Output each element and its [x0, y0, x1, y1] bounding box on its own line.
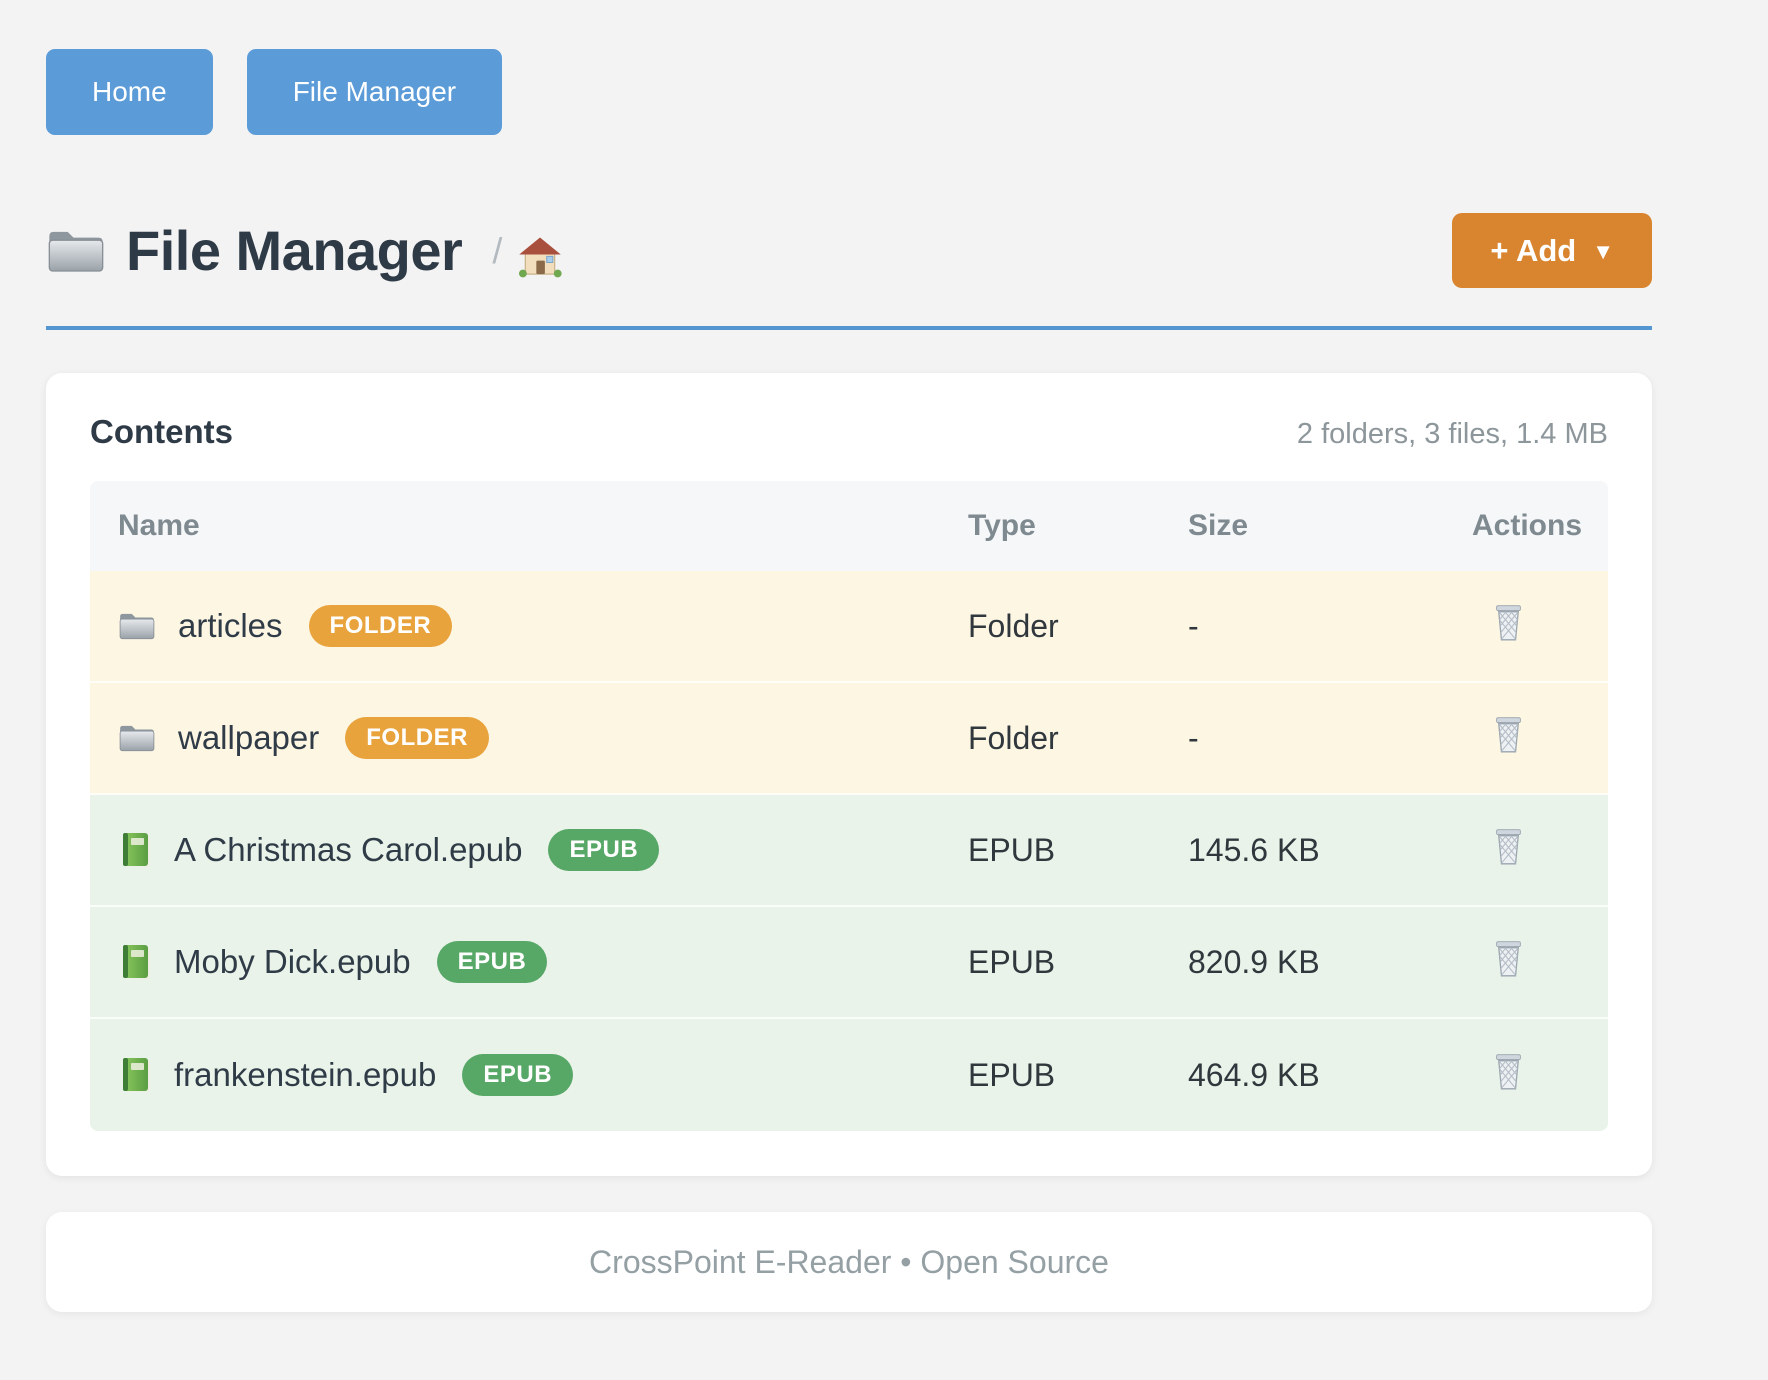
table-row: frankenstein.epub EPUB EPUB 464.9 KB [90, 1019, 1608, 1131]
chevron-down-icon: ▼ [1592, 238, 1614, 264]
row-name[interactable]: A Christmas Carol.epub [174, 831, 523, 868]
top-navigation: Home File Manager [46, 49, 1652, 135]
folder-icon [118, 721, 156, 755]
table-row: wallpaper FOLDER Folder - [90, 683, 1608, 795]
cell-type: EPUB [968, 1056, 1056, 1093]
cell-size: - [1188, 607, 1199, 644]
page-title: File Manager [126, 219, 463, 282]
table-row: Moby Dick.epub EPUB EPUB 820.9 KB [90, 907, 1608, 1019]
trash-icon [1492, 827, 1525, 866]
book-icon [118, 1056, 152, 1094]
row-name[interactable]: wallpaper [178, 719, 320, 756]
home-breadcrumb-icon[interactable] [518, 235, 562, 279]
column-header-size: Size [1188, 509, 1249, 542]
cell-size: 464.9 KB [1188, 1056, 1320, 1093]
contents-title: Contents [90, 413, 233, 450]
delete-button[interactable] [1492, 603, 1525, 642]
cell-size: 145.6 KB [1188, 831, 1320, 868]
contents-card-header: Contents 2 folders, 3 files, 1.4 MB [90, 413, 1608, 451]
title-divider [46, 326, 1652, 330]
delete-button[interactable] [1492, 715, 1525, 754]
row-name[interactable]: Moby Dick.epub [174, 943, 411, 980]
table-row: articles FOLDER Folder - [90, 571, 1608, 683]
footer-text: CrossPoint E-Reader • Open Source [589, 1243, 1109, 1280]
folder-icon [118, 609, 156, 643]
cell-type: Folder [968, 607, 1059, 644]
row-name[interactable]: frankenstein.epub [174, 1056, 437, 1093]
page-header: File Manager / + Add ▼ [46, 213, 1652, 288]
page: Home File Manager File Manager / + Add ▼… [46, 49, 1652, 1312]
add-button-label: + Add [1490, 232, 1577, 268]
cell-type: EPUB [968, 831, 1056, 868]
delete-button[interactable] [1492, 827, 1525, 866]
breadcrumb-separator: / [492, 229, 503, 271]
cell-size: - [1188, 719, 1199, 756]
type-badge: FOLDER [345, 717, 489, 759]
type-badge: EPUB [462, 1054, 574, 1096]
folder-icon [46, 226, 106, 276]
book-icon [118, 943, 152, 981]
column-header-name: Name [118, 509, 200, 542]
trash-icon [1492, 715, 1525, 754]
book-icon [118, 831, 152, 869]
footer: CrossPoint E-Reader • Open Source [46, 1212, 1652, 1312]
contents-summary: 2 folders, 3 files, 1.4 MB [1296, 418, 1608, 450]
trash-icon [1492, 1052, 1525, 1091]
contents-card: Contents 2 folders, 3 files, 1.4 MB Name… [46, 373, 1652, 1176]
type-badge: FOLDER [308, 605, 453, 647]
column-header-type: Type [968, 509, 1036, 542]
table-header-row: Name Type Size Actions [90, 481, 1608, 571]
file-table: Name Type Size Actions articles FOLDER F… [90, 481, 1608, 1131]
table-row: A Christmas Carol.epub EPUB EPUB 145.6 K… [90, 795, 1608, 907]
nav-button-home[interactable]: Home [46, 49, 213, 135]
trash-icon [1492, 939, 1525, 978]
type-badge: EPUB [548, 829, 660, 871]
row-name[interactable]: articles [178, 607, 283, 644]
cell-size: 820.9 KB [1188, 943, 1320, 980]
type-badge: EPUB [436, 941, 548, 983]
column-header-actions: Actions [1472, 509, 1583, 542]
cell-type: Folder [968, 719, 1059, 756]
title-wrap: File Manager / [46, 218, 562, 283]
nav-button-file-manager[interactable]: File Manager [246, 49, 503, 135]
add-button[interactable]: + Add ▼ [1452, 213, 1652, 288]
delete-button[interactable] [1492, 1052, 1525, 1091]
cell-type: EPUB [968, 943, 1056, 980]
delete-button[interactable] [1492, 939, 1525, 978]
trash-icon [1492, 603, 1525, 642]
